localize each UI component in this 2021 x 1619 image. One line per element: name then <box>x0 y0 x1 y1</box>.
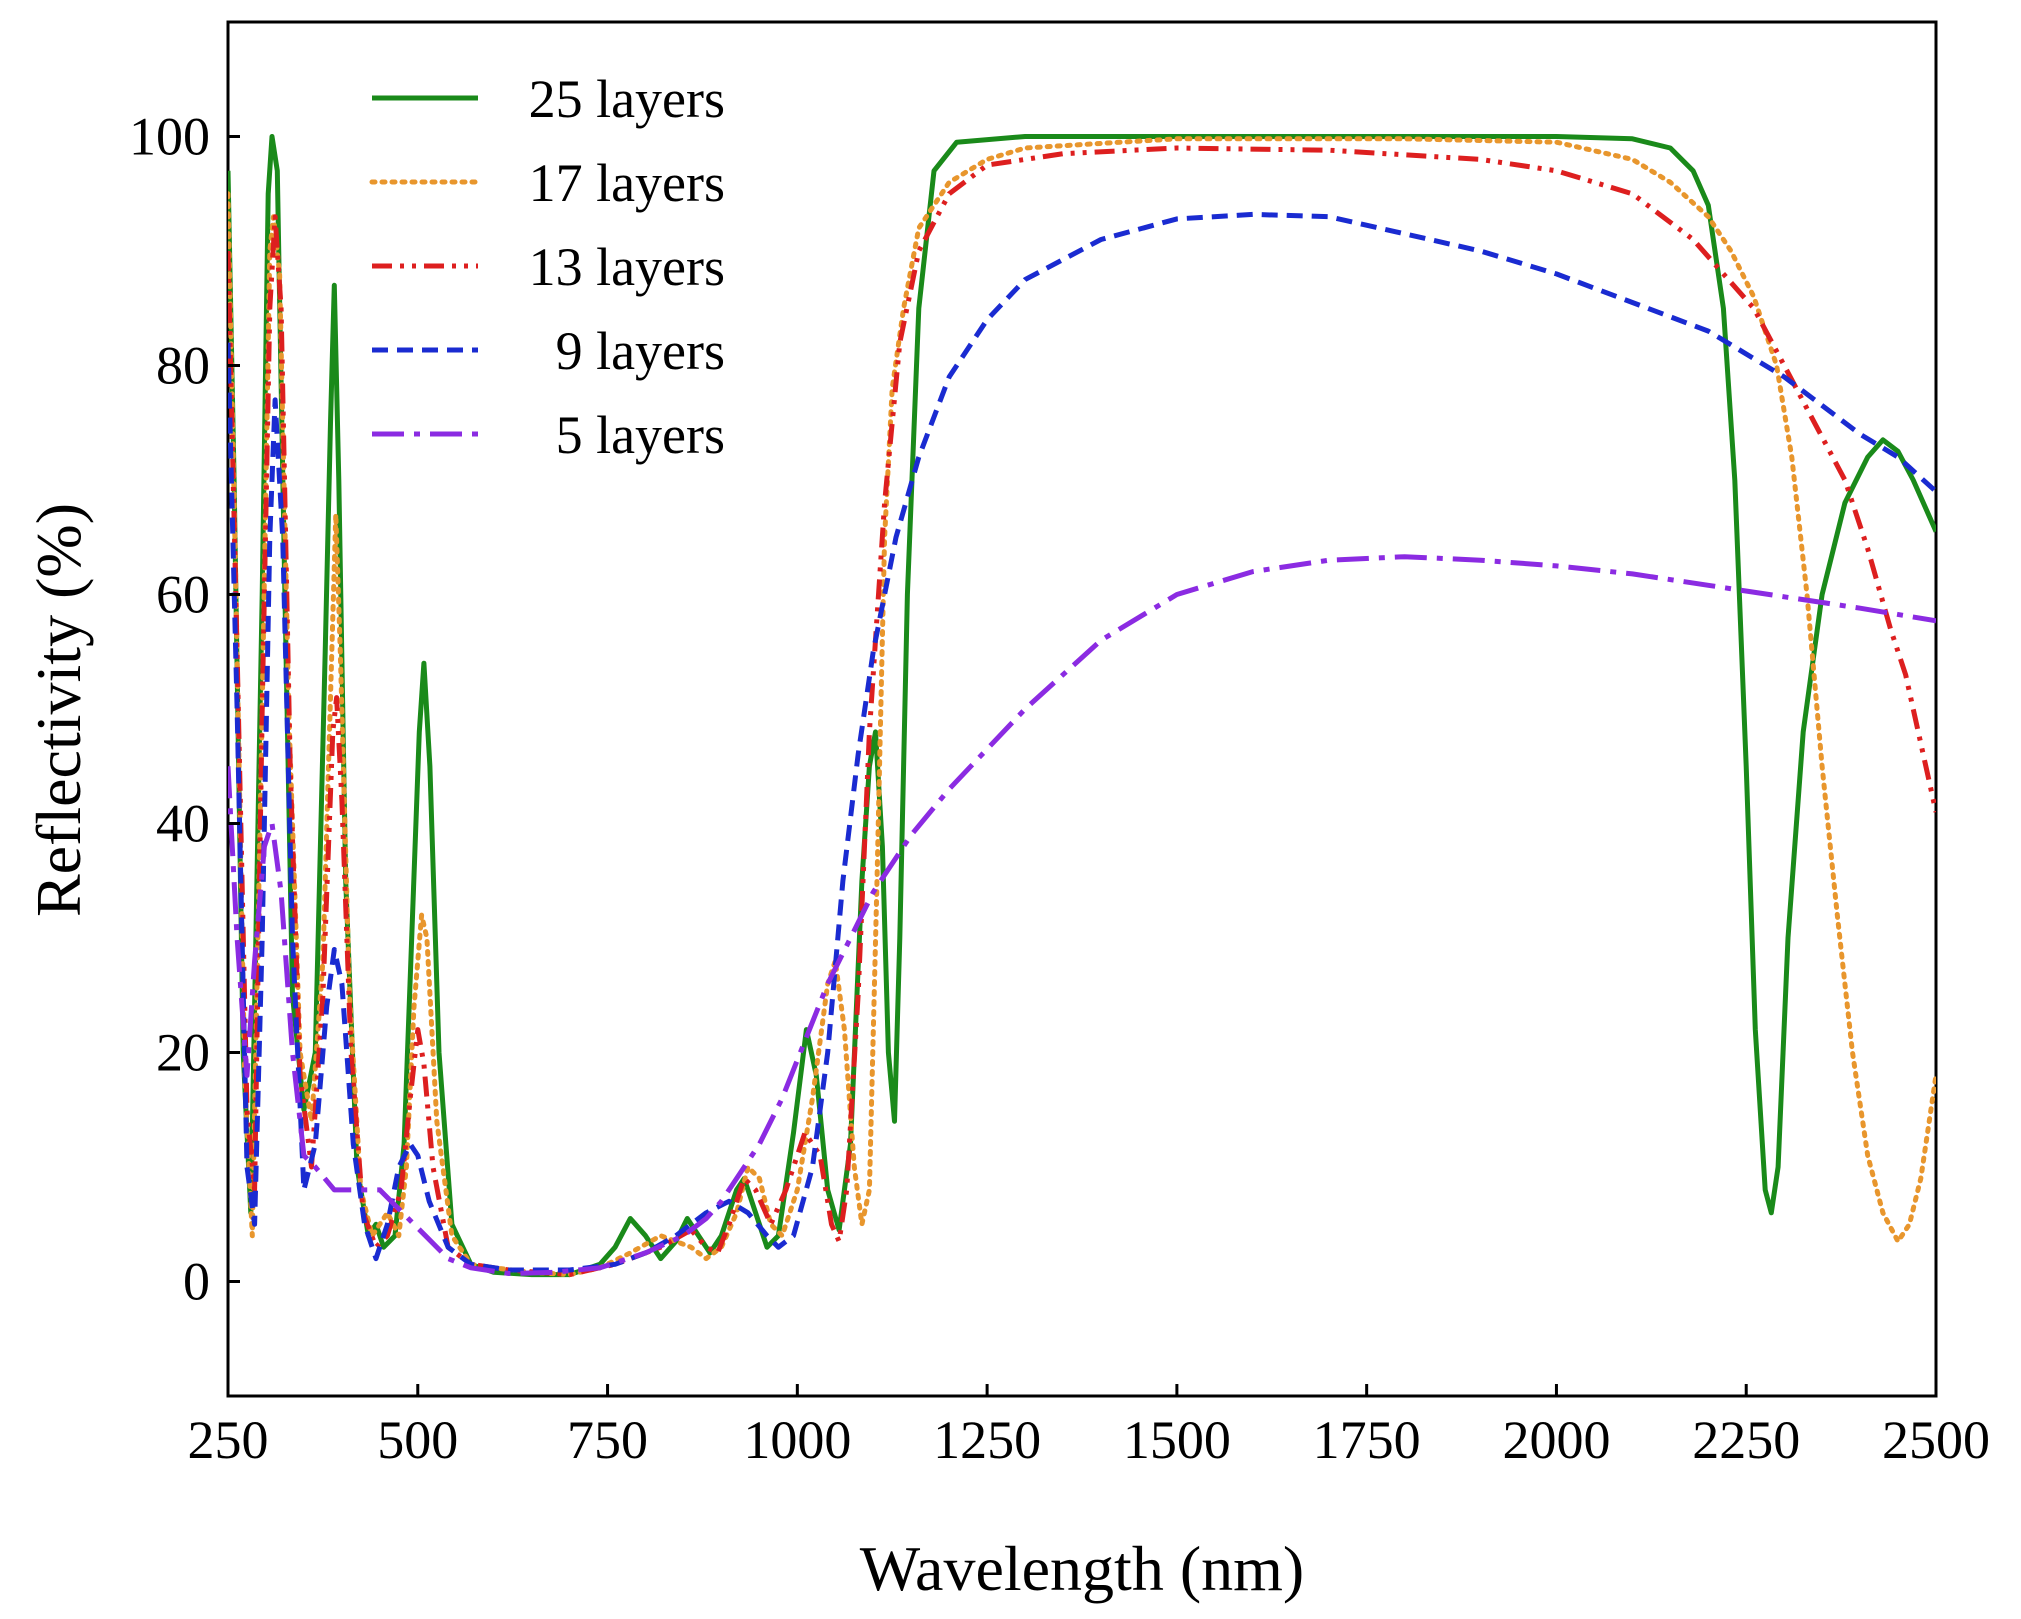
y-tick-label: 20 <box>156 1023 210 1083</box>
x-tick-label: 1750 <box>1313 1410 1421 1470</box>
x-tick-label: 750 <box>567 1410 648 1470</box>
x-tick-label: 1000 <box>743 1410 851 1470</box>
x-tick-label: 2000 <box>1502 1410 1610 1470</box>
x-tick-label: 2500 <box>1882 1410 1990 1470</box>
x-tick-label: 500 <box>377 1410 458 1470</box>
series-line-5-layers <box>228 554 1936 1276</box>
series-line-9-layers <box>228 211 1936 1273</box>
legend-label-13-layers: 13 layers <box>529 237 725 297</box>
y-tick-label: 0 <box>183 1252 210 1312</box>
y-axis-title: Reflectivity (%) <box>23 503 94 917</box>
legend: 25 layers 17 layers 13 layers 9 layers 5 lay… <box>369 69 725 465</box>
legend-label-17-layers: 17 layers <box>529 153 725 213</box>
legend-label-25-layers: 25 layers <box>529 69 725 129</box>
series-line-17-layers <box>228 136 1936 1278</box>
axis-ticks: 250 500 750 1000 1250 1500 1750 2000 2250 2500 0 20… <box>129 107 1990 1471</box>
x-tick-label: 1500 <box>1123 1410 1231 1470</box>
legend-label-5-layers: 5 layers <box>556 405 725 465</box>
y-tick-label: 100 <box>129 107 210 167</box>
y-tick-label: 40 <box>156 794 210 854</box>
x-tick-label: 1250 <box>933 1410 1041 1470</box>
x-tick-label: 250 <box>188 1410 269 1470</box>
x-tick-label: 2250 <box>1692 1410 1800 1470</box>
series-layer <box>228 134 1936 1278</box>
legend-label-9-layers: 9 layers <box>556 321 725 381</box>
x-axis-title: Wavelength (nm) <box>860 1533 1304 1604</box>
y-tick-label: 80 <box>156 336 210 396</box>
series-line-13-layers <box>228 145 1936 1278</box>
y-tick-label: 60 <box>156 565 210 625</box>
